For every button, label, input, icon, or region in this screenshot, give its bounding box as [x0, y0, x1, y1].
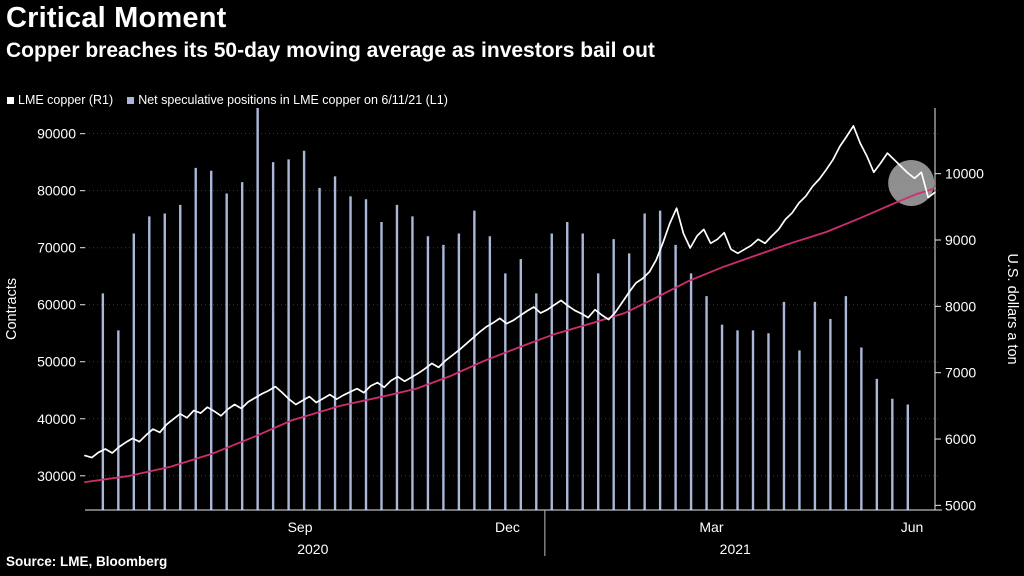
- square-icon: [127, 96, 135, 104]
- svg-text:90000: 90000: [37, 126, 76, 142]
- legend-item-net-positions: Net speculative positions in LME copper …: [127, 93, 448, 107]
- chart-legend: LME copper (R1) Net speculative position…: [7, 93, 448, 107]
- square-icon: [7, 96, 14, 104]
- svg-text:80000: 80000: [37, 183, 76, 199]
- svg-text:50000: 50000: [37, 354, 76, 370]
- svg-text:Contracts: Contracts: [4, 278, 20, 340]
- svg-text:70000: 70000: [37, 240, 76, 256]
- svg-text:Sep: Sep: [288, 519, 313, 535]
- legend-label: LME copper (R1): [18, 93, 114, 107]
- chart-title: Critical Moment: [6, 2, 227, 34]
- svg-text:9000: 9000: [945, 232, 976, 248]
- svg-text:10000: 10000: [945, 166, 984, 182]
- source-note: Source: LME, Bloomberg: [6, 554, 168, 569]
- svg-text:2020: 2020: [297, 541, 328, 557]
- svg-text:30000: 30000: [37, 468, 76, 484]
- legend-label: Net speculative positions in LME copper …: [138, 93, 448, 107]
- chart-subtitle: Copper breaches its 50-day moving averag…: [6, 39, 655, 62]
- svg-text:6000: 6000: [945, 431, 976, 447]
- svg-text:U.S. dollars a ton: U.S. dollars a ton: [1004, 253, 1020, 364]
- svg-text:40000: 40000: [37, 411, 76, 427]
- svg-text:5000: 5000: [945, 497, 976, 513]
- svg-text:7000: 7000: [945, 365, 976, 381]
- svg-text:Jun: Jun: [901, 519, 924, 535]
- svg-text:Mar: Mar: [699, 519, 723, 535]
- legend-item-lme-copper: LME copper (R1): [7, 93, 113, 107]
- svg-text:Dec: Dec: [495, 519, 520, 535]
- svg-text:2021: 2021: [720, 541, 751, 557]
- svg-text:60000: 60000: [37, 297, 76, 313]
- svg-text:8000: 8000: [945, 298, 976, 314]
